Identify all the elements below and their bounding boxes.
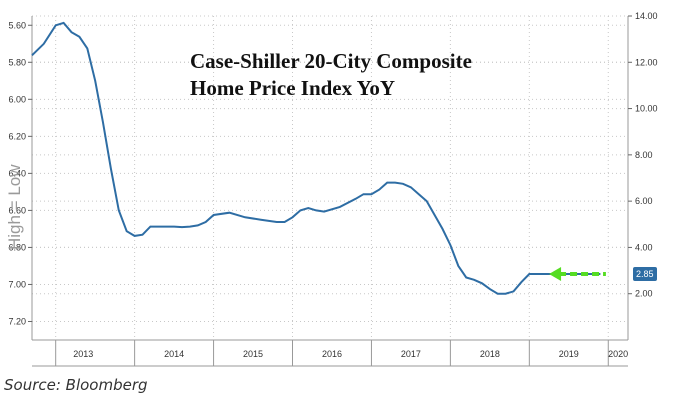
right-tick-label: 4.00 <box>635 242 653 252</box>
last-value-badge-bg <box>633 267 657 282</box>
x-tick-label: 2020 <box>608 349 628 359</box>
x-tick-label: 2014 <box>164 349 184 359</box>
x-tick-label: 2018 <box>480 349 500 359</box>
left-tick-label: 6.00 <box>8 94 26 104</box>
green-arrow-indicator <box>549 267 606 282</box>
source-note: Source: Bloomberg <box>4 376 148 394</box>
green-arrow-head <box>549 267 562 282</box>
x-tick-label: 2015 <box>243 349 263 359</box>
x-tick-label: 2016 <box>322 349 342 359</box>
left-tick-label: 7.20 <box>8 316 26 326</box>
grid <box>32 15 628 340</box>
chart: 5.60 5.80 6.00 6.20 6.40 6.60 6.80 7.00 7.20 14.… <box>5 11 658 367</box>
chart-title-line-1: Case-Shiller 20-City Composite <box>190 49 472 73</box>
left-tick-label: 7.00 <box>8 279 26 289</box>
right-tick-label: 10.00 <box>635 104 658 114</box>
left-tick-label: 6.60 <box>8 205 26 215</box>
right-tick-label: 2.00 <box>635 289 653 299</box>
right-tick-label: 12.00 <box>635 57 658 67</box>
x-tick-label: 2013 <box>73 349 93 359</box>
right-tick-label: 8.00 <box>635 150 653 160</box>
right-tick-label: 6.00 <box>635 196 653 206</box>
last-value-label: 2.85 <box>636 269 654 279</box>
x-axis: 2013 2014 2015 2016 2017 2018 2019 2020 <box>32 339 628 367</box>
left-axis: 5.60 5.80 6.00 6.20 6.40 6.60 6.80 7.00 7.20 <box>8 16 33 340</box>
left-tick-label: 5.60 <box>8 20 26 30</box>
left-tick-label: 6.80 <box>8 242 26 252</box>
series-line <box>31 21 601 295</box>
left-tick-label: 6.20 <box>8 131 26 141</box>
left-tick-label: 6.40 <box>8 168 26 178</box>
x-tick-label: 2019 <box>559 349 579 359</box>
right-tick-label: 14.00 <box>635 11 658 21</box>
last-value-badge: 2.85 <box>633 267 657 282</box>
chart-title-line-2: Home Price Index YoY <box>190 76 395 100</box>
right-axis: 14.00 12.00 10.00 8.00 6.00 4.00 2.00 <box>627 11 658 340</box>
left-tick-label: 5.80 <box>8 57 26 67</box>
left-axis-label: High = Low <box>5 164 24 250</box>
x-tick-label: 2017 <box>401 349 421 359</box>
